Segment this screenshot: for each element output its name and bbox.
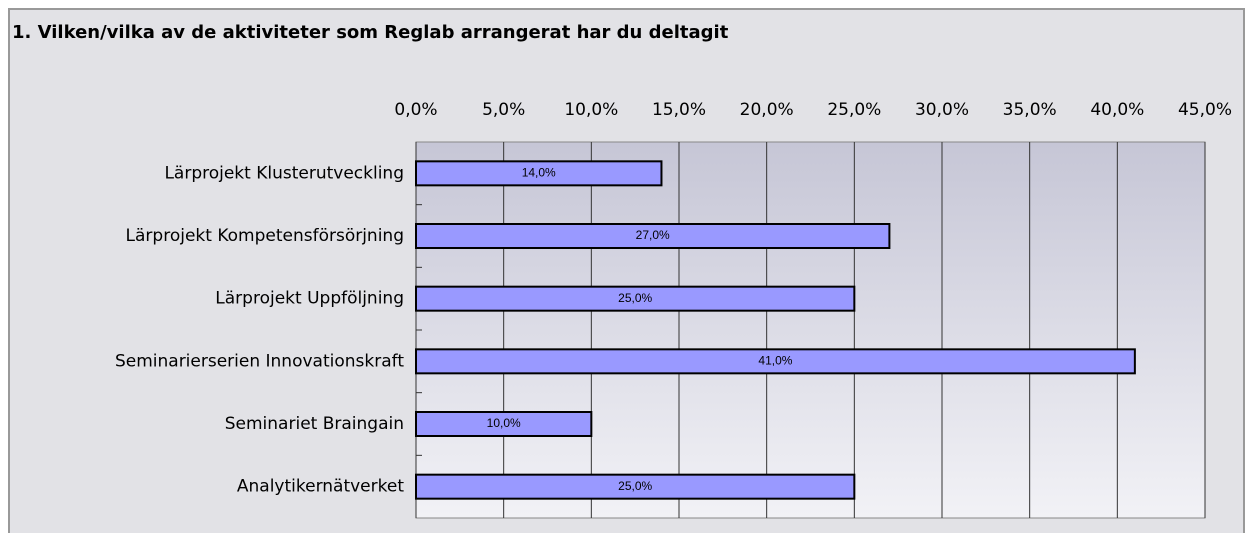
x-tick-label: 0,0% <box>394 100 437 120</box>
bar <box>415 411 593 437</box>
y-tick-label: Seminarierserien Innovationskraft <box>115 351 404 371</box>
value-label: 14,0% <box>522 166 556 180</box>
x-tick-label: 15,0% <box>652 100 706 120</box>
x-tick-label: 20,0% <box>740 100 794 120</box>
bar <box>415 160 663 187</box>
value-label: 10,0% <box>487 416 521 430</box>
x-tick-label: 30,0% <box>915 100 969 120</box>
x-tick-label: 25,0% <box>827 100 881 120</box>
plot-area <box>415 141 1206 519</box>
x-tick-label: 45,0% <box>1178 100 1232 120</box>
y-tick-label: Analytikernätverket <box>237 477 404 497</box>
y-tick-label: Seminariet Braingain <box>225 414 404 434</box>
value-label: 25,0% <box>618 479 652 493</box>
x-tick-label: 10,0% <box>564 100 618 120</box>
x-tick-label: 35,0% <box>1003 100 1057 120</box>
bar <box>415 223 891 249</box>
y-tick-label: Lärprojekt Uppföljning <box>215 289 404 309</box>
value-label: 41,0% <box>758 354 792 368</box>
y-tick-label: Lärprojekt Klusterutveckling <box>164 163 404 183</box>
x-tick-label: 40,0% <box>1090 100 1144 120</box>
chart-title: 1. Vilken/vilka av de aktiviteter som Re… <box>12 22 729 43</box>
bar <box>415 473 856 500</box>
bar <box>415 348 1136 375</box>
value-label: 27,0% <box>636 228 670 242</box>
bar <box>415 285 856 312</box>
y-tick-label: Lärprojekt Kompetensförsörjning <box>126 226 404 246</box>
x-tick-label: 5,0% <box>482 100 525 120</box>
value-label: 25,0% <box>618 291 652 305</box>
